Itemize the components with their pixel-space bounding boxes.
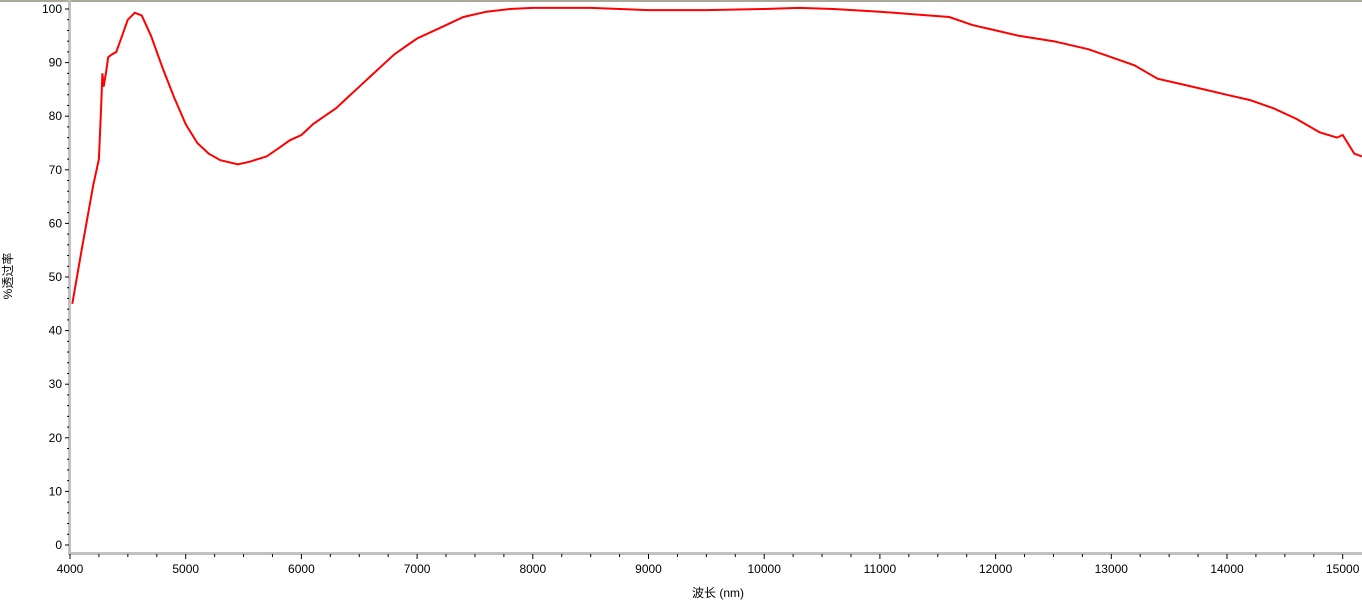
x-tick-label: 10000 — [748, 562, 782, 576]
x-tick-label: 12000 — [979, 562, 1013, 576]
y-tick-label: 20 — [49, 431, 63, 445]
x-tick-label: 13000 — [1095, 562, 1129, 576]
y-tick-label: 100 — [42, 2, 62, 16]
y-tick-label: 0 — [55, 538, 62, 552]
x-tick-label: 5000 — [172, 562, 199, 576]
y-tick-label: 50 — [49, 270, 63, 284]
tick-labels: 0 10 20 30 40 50 60 70 80 90 100 4000 5000 6000 7000 80… — [42, 2, 1360, 576]
top-border — [0, 0, 1362, 2]
axes — [65, 0, 1362, 560]
y-tick-label: 60 — [49, 216, 63, 230]
x-tick-label: 11000 — [864, 562, 897, 576]
y-axis-line — [68, 0, 71, 556]
y-tick-label: 40 — [49, 324, 63, 338]
y-axis-label: %透过率 — [0, 253, 15, 300]
y-tick-label: 10 — [49, 484, 63, 498]
x-axis-label: 波长 (nm) — [692, 586, 744, 600]
x-tick-label: 9000 — [635, 562, 662, 576]
y-tick-label: 80 — [49, 109, 63, 123]
x-axis-line — [68, 552, 1362, 556]
series-line — [71, 6, 1362, 304]
x-tick-label: 14000 — [1210, 562, 1244, 576]
y-tick-label: 70 — [49, 163, 63, 177]
x-tick-label: 8000 — [519, 562, 546, 576]
x-tick-label: 7000 — [404, 562, 431, 576]
y-tick-label: 30 — [49, 377, 63, 391]
x-tick-label: 6000 — [288, 562, 315, 576]
y-tick-label: 90 — [49, 56, 63, 70]
x-tick-label: 4000 — [57, 562, 84, 576]
x-tick-label: 15000 — [1326, 562, 1360, 576]
